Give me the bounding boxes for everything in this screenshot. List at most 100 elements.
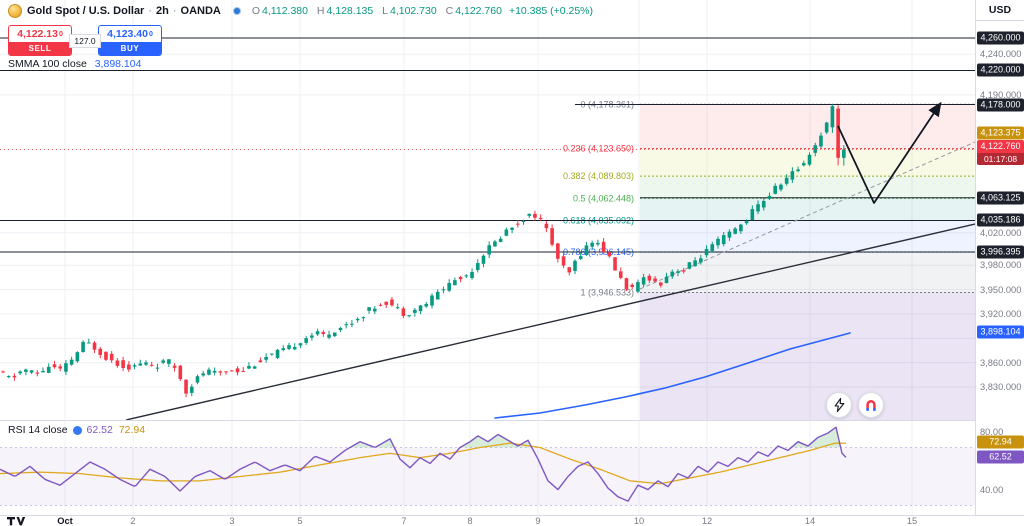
- candle-body: [395, 307, 400, 309]
- interval-label[interactable]: 2h: [156, 5, 169, 17]
- quick-trade-lightning-button[interactable]: [826, 392, 852, 418]
- candle-body: [784, 177, 789, 184]
- candles-layer[interactable]: [1, 104, 846, 398]
- candle-body: [52, 364, 57, 368]
- candle-body: [167, 359, 171, 364]
- time-tick-label: 3: [229, 516, 235, 526]
- trendline-drawing[interactable]: [639, 141, 975, 290]
- candle-body: [350, 323, 354, 325]
- trendline-drawing[interactable]: [125, 223, 975, 420]
- candle-body: [247, 365, 251, 369]
- candle-body: [418, 305, 423, 312]
- smma-value: 3,898.104: [94, 58, 142, 70]
- candle-body: [590, 242, 594, 247]
- symbol-title[interactable]: Gold Spot / U.S. Dollar: [27, 5, 145, 17]
- candle-body: [315, 331, 320, 335]
- candle-body: [670, 271, 675, 277]
- candle-body: [109, 353, 114, 361]
- candle-body: [498, 238, 503, 242]
- rsi-indicator-label[interactable]: RSI 14 close 62.52 72.94: [8, 424, 146, 436]
- rsi-pane-canvas[interactable]: [0, 420, 975, 515]
- time-tick-label: 8: [467, 516, 473, 526]
- time-tick-label: 7: [401, 516, 407, 526]
- current-price-value: 4,122.760: [977, 140, 1024, 153]
- candle-body: [373, 308, 377, 312]
- candle-body: [699, 258, 703, 263]
- currency-label[interactable]: USD: [976, 0, 1024, 21]
- sell-button[interactable]: 4,122.13 0 SELL: [8, 25, 72, 56]
- ohlc-values: O 4,112.380 H 4,128.135 L 4,102.730 C 4,122.…: [251, 5, 502, 17]
- candle-body: [212, 370, 217, 373]
- magnet-mode-button[interactable]: [858, 392, 884, 418]
- candle-body: [607, 252, 612, 257]
- candle-body: [641, 277, 646, 285]
- price-axis[interactable]: USD 4,123.375 4,122.760 01:17:08 3,898.1…: [975, 0, 1024, 515]
- candle-body: [258, 360, 263, 363]
- candle-body: [189, 386, 194, 393]
- candle-body: [367, 307, 371, 311]
- time-axis[interactable]: Oct 2 3 5 7 8 9 10 12 14 15: [0, 515, 1024, 526]
- candle-body: [144, 362, 148, 365]
- candle-body: [355, 318, 360, 321]
- candle-body: [378, 304, 383, 306]
- time-tick-label: 5: [297, 516, 303, 526]
- candle-body: [252, 366, 257, 369]
- candle-body: [138, 363, 143, 366]
- candle-body: [384, 301, 389, 305]
- buy-sell-panel: 4,122.13 0 SELL 127.0 4,123.40 0 BUY: [8, 25, 162, 56]
- spread-value: 127.0: [69, 33, 101, 48]
- candle-body: [704, 248, 709, 256]
- candle-body: [115, 360, 120, 366]
- magnet-icon: [864, 399, 878, 412]
- price-line-badge: 4,220.000: [977, 63, 1024, 77]
- candle-body: [287, 345, 291, 349]
- rsi-value-badge: 62.52: [977, 450, 1024, 464]
- candle-body: [556, 243, 560, 259]
- candle-body: [767, 195, 772, 199]
- price-tick-label: 3,860.000: [980, 357, 1022, 368]
- fib-zone: [640, 252, 975, 293]
- candle-body: [710, 244, 715, 252]
- candle-body: [218, 371, 223, 373]
- candle-body: [573, 260, 577, 271]
- rsi-line[interactable]: [0, 426, 847, 502]
- candle-body: [544, 223, 549, 229]
- candle-body: [807, 154, 812, 165]
- time-tick-label: 10: [633, 516, 645, 526]
- candle-body: [618, 271, 623, 278]
- candle-body: [527, 213, 532, 216]
- candle-body: [578, 256, 583, 260]
- main-chart-canvas[interactable]: 0 (4,178.361)0.236 (4,123.650)0.382 (4,0…: [0, 0, 975, 420]
- tradingview-logo-icon[interactable]: [6, 516, 26, 526]
- candle-body: [613, 257, 617, 271]
- candle-body: [716, 238, 720, 246]
- buy-button[interactable]: 4,123.40 0 BUY: [98, 25, 162, 56]
- arrow-drawing[interactable]: [837, 101, 942, 204]
- rsi-band: [0, 447, 975, 506]
- candle-body: [659, 282, 663, 286]
- fib-level-label: 0.236 (4,123.650): [563, 144, 634, 154]
- candle-body: [521, 220, 526, 222]
- candle-body: [69, 359, 74, 365]
- candle-body: [836, 108, 840, 158]
- candle-body: [819, 135, 823, 147]
- candle-body: [201, 373, 205, 376]
- candle-body: [81, 341, 85, 352]
- candle-body: [321, 332, 326, 335]
- candle-body: [270, 353, 274, 355]
- exchange-logo-icon: [232, 7, 241, 15]
- candle-body: [310, 335, 314, 338]
- candle-body: [687, 262, 692, 269]
- fib-level-label: 1 (3,946.533): [580, 287, 634, 297]
- alert-price-badge: 4,123.375: [977, 126, 1024, 140]
- candle-body: [721, 235, 726, 245]
- exchange-label[interactable]: OANDA: [180, 5, 221, 17]
- candle-body: [281, 348, 286, 351]
- candle-body: [681, 270, 686, 272]
- smma-100-line[interactable]: [494, 332, 851, 419]
- rsi-tick-label: 40.00: [980, 485, 1004, 495]
- smma-indicator-label[interactable]: SMMA 100 close 3,898.104: [8, 58, 142, 70]
- candle-body: [647, 275, 652, 281]
- rsi-ma-value: 72.94: [118, 424, 146, 436]
- candle-body: [195, 376, 200, 383]
